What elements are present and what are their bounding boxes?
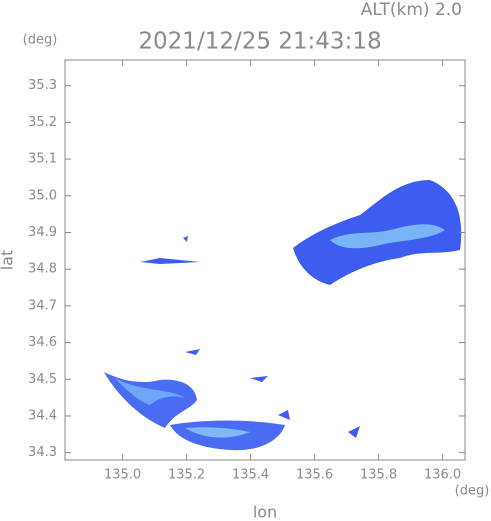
y-tick-label: 34.5 (28, 372, 57, 387)
y-tick-label: 34.7 (28, 298, 57, 313)
y-tick-label: 35.0 (28, 188, 57, 203)
altitude-label: ALT(km) 2.0 (361, 0, 462, 20)
x-tick-label: 135.4 (232, 468, 269, 483)
y-tick-label: 34.4 (28, 408, 57, 423)
x-tick-label: 136.0 (424, 468, 461, 483)
y-tick-label: 35.2 (28, 115, 57, 130)
y-tick-label: 34.9 (28, 225, 57, 240)
y-axis-label: lat (0, 250, 17, 271)
chart-title: 2021/12/25 21:43:18 (138, 29, 381, 55)
x-tick-label: 135.0 (104, 468, 141, 483)
x-tick-label: 135.8 (360, 468, 397, 483)
x-tick-label: 135.2 (168, 468, 205, 483)
y-tick-label: 34.8 (28, 262, 57, 277)
y-tick-label: 35.3 (28, 78, 57, 93)
y-tick-label: 34.6 (28, 335, 57, 350)
x-unit: (deg) (455, 484, 490, 499)
plot-frame (64, 59, 466, 461)
y-tick-label: 35.1 (28, 152, 57, 167)
y-unit: (deg) (23, 33, 58, 48)
x-tick-label: 135.6 (296, 468, 333, 483)
radar-echoes (104, 180, 462, 451)
y-tick-label: 34.3 (28, 445, 57, 460)
x-axis-label: lon (253, 503, 277, 521)
